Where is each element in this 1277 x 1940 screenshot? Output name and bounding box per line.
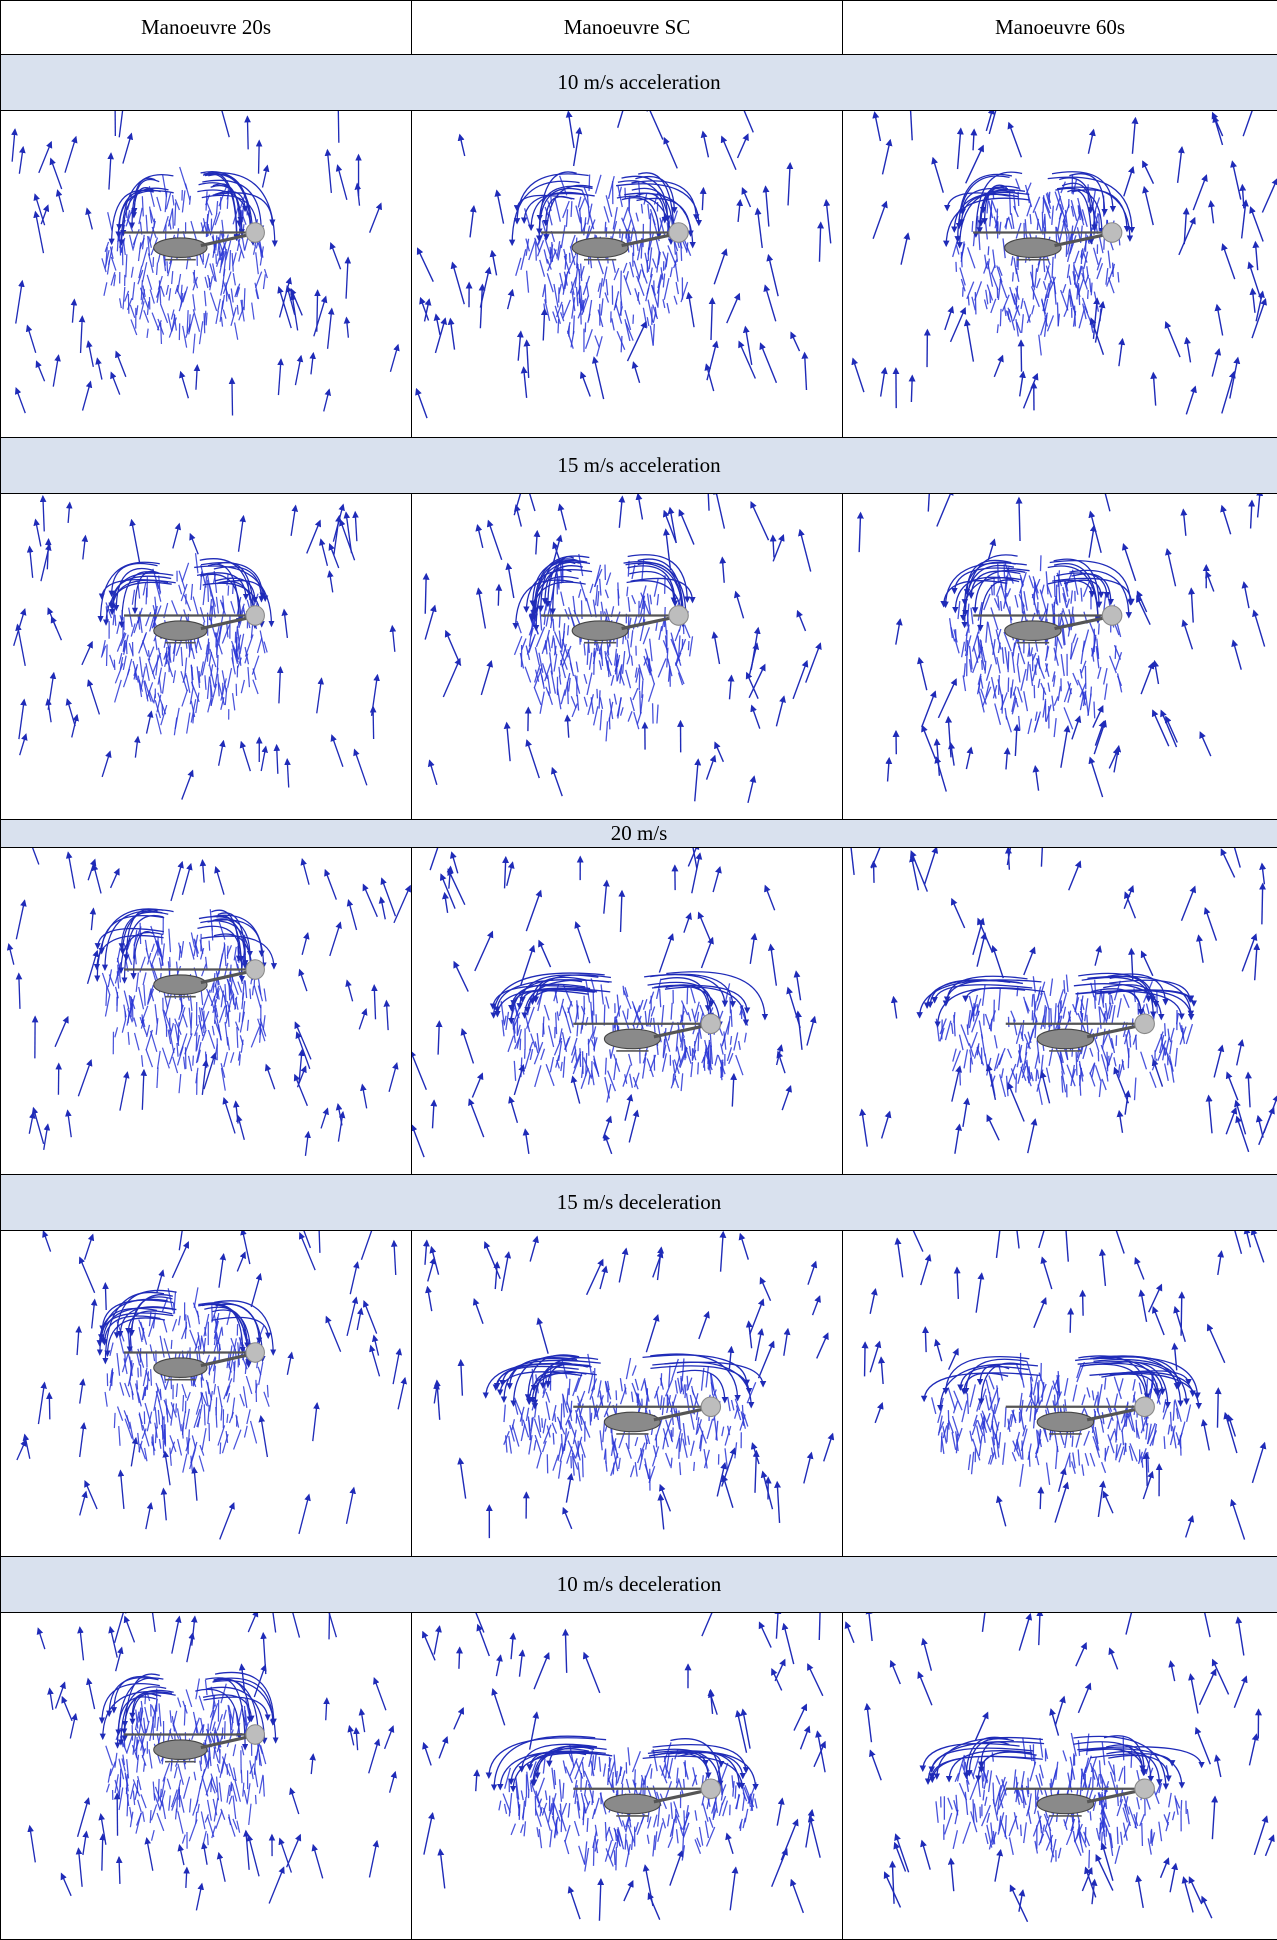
- vector-field: [850, 848, 1277, 1154]
- band-row-3: 20 m/s: [1, 820, 1277, 848]
- flow-plot: [412, 848, 842, 1174]
- flow-plot: [843, 494, 1277, 820]
- flow-field-10acc-60s: [843, 111, 1277, 438]
- flow-field-10acc-sc: [412, 111, 843, 438]
- header-row: Manoeuvre 20s Manoeuvre SC Manoeuvre 60s: [1, 1, 1277, 55]
- flow-plot: [1, 111, 411, 437]
- column-header-sc: Manoeuvre SC: [412, 1, 843, 55]
- flow-field-20-sc: [412, 848, 843, 1175]
- vector-field: [425, 1232, 833, 1538]
- column-header-20s: Manoeuvre 20s: [1, 1, 412, 55]
- vector-field: [865, 1231, 1265, 1540]
- flow-plot: [843, 1231, 1277, 1557]
- column-header-60s: Manoeuvre 60s: [843, 1, 1277, 55]
- vector-field: [412, 848, 815, 1157]
- flow-plot: [843, 1613, 1277, 1939]
- row-label-20: 20 m/s: [1, 820, 1277, 848]
- flow-plot: [412, 1231, 842, 1557]
- flow-field-20-20s: [1, 848, 412, 1175]
- image-row-1: [1, 111, 1277, 438]
- vector-field: [853, 111, 1277, 414]
- vector-field: [846, 1613, 1274, 1922]
- flow-field-20-60s: [843, 848, 1277, 1175]
- flow-plot: [412, 1613, 842, 1939]
- flow-field-15acc-sc: [412, 493, 843, 820]
- flow-plot: [1, 494, 411, 820]
- flow-plot: [412, 111, 842, 437]
- flow-plot: [1, 848, 411, 1174]
- flow-field-15dec-20s: [1, 1230, 412, 1557]
- flow-plot: [1, 1231, 411, 1557]
- row-label-15-dec: 15 m/s deceleration: [1, 1174, 1277, 1230]
- vector-field: [30, 1613, 396, 1910]
- flow-field-10dec-sc: [412, 1613, 843, 1940]
- row-label-10-dec: 10 m/s deceleration: [1, 1557, 1277, 1613]
- band-row-2: 15 m/s acceleration: [1, 437, 1277, 493]
- image-row-2: [1, 493, 1277, 820]
- flow-field-10dec-60s: [843, 1613, 1277, 1940]
- vector-field: [14, 496, 395, 799]
- flow-field-15acc-20s: [1, 493, 412, 820]
- vector-field: [417, 111, 831, 418]
- vector-field: [17, 1231, 405, 1539]
- flow-plot: [1, 1613, 411, 1939]
- flow-plot: [412, 494, 842, 820]
- vector-field: [12, 111, 398, 416]
- flow-plot: [843, 111, 1277, 437]
- image-row-5: [1, 1613, 1277, 1940]
- flow-field-15acc-60s: [843, 493, 1277, 820]
- vector-field: [425, 494, 820, 803]
- row-label-15-acc: 15 m/s acceleration: [1, 437, 1277, 493]
- flow-plot: [843, 848, 1277, 1174]
- flow-field-10dec-20s: [1, 1613, 412, 1940]
- image-row-3: [1, 848, 1277, 1175]
- band-row-5: 10 m/s deceleration: [1, 1557, 1277, 1613]
- band-row-1: 10 m/s acceleration: [1, 55, 1277, 111]
- helicopter-icon: [124, 1342, 264, 1379]
- vector-field: [859, 494, 1264, 797]
- vector-field: [9, 848, 410, 1156]
- vector-field: [423, 1613, 825, 1921]
- row-label-10-acc: 10 m/s acceleration: [1, 55, 1277, 111]
- band-row-4: 15 m/s deceleration: [1, 1174, 1277, 1230]
- flow-field-15dec-sc: [412, 1230, 843, 1557]
- image-row-4: [1, 1230, 1277, 1557]
- flow-field-10acc-20s: [1, 111, 412, 438]
- flow-field-15dec-60s: [843, 1230, 1277, 1557]
